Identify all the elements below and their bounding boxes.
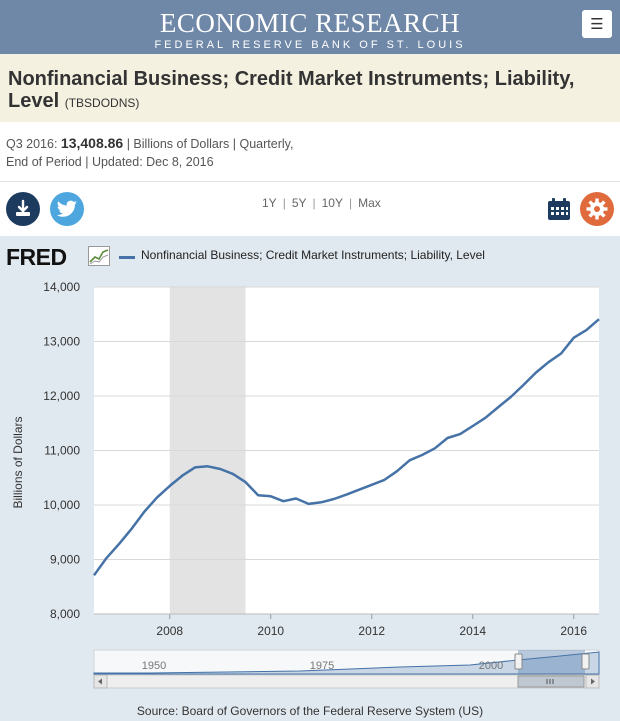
y-tick-label: 9,000 (50, 553, 80, 567)
calendar-button[interactable] (546, 196, 572, 222)
fred-chart-icon (88, 246, 110, 266)
chevron-right-icon (591, 678, 595, 685)
y-tick-label: 12,000 (43, 389, 80, 403)
units-frequency: | Billions of Dollars | Quarterly, (126, 137, 294, 151)
menu-button[interactable]: ☰ (582, 10, 612, 38)
x-tick-label: 2012 (358, 624, 385, 638)
navigator-label: 2000 (479, 660, 503, 672)
download-button[interactable] (6, 192, 40, 226)
latest-value: 13,408.86 (60, 135, 124, 151)
x-tick-label: 2014 (459, 624, 486, 638)
x-tick-label: 2008 (156, 624, 183, 638)
y-axis-label: Billions of Dollars (11, 416, 25, 508)
chevron-left-icon (98, 678, 102, 685)
legend-swatch (119, 256, 135, 259)
divider (0, 181, 620, 182)
scrollbar-thumb[interactable] (517, 675, 585, 688)
updated-date: Dec 8, 2016 (146, 155, 214, 169)
chart-source: Source: Board of Governors of the Federa… (136, 704, 484, 718)
download-icon (16, 199, 30, 216)
navigator-label: 1975 (310, 660, 334, 672)
legend-label: Nonfinancial Business; Credit Market Ins… (141, 248, 485, 262)
site-subtitle: FEDERAL RESERVE BANK OF ST. LOUIS (154, 39, 466, 51)
navigator-handle[interactable] (514, 653, 523, 670)
series-title-block: Nonfinancial Business; Credit Market Ins… (8, 68, 608, 114)
y-tick-label: 14,000 (43, 280, 80, 294)
site-title[interactable]: ECONOMIC RESEARCH (159, 8, 461, 38)
range-max[interactable]: Max (358, 196, 381, 210)
date-range-selector: 1Y | 5Y | 10Y | Max (262, 196, 381, 210)
x-tick-label: 2010 (257, 624, 284, 638)
navigator-selection (518, 650, 585, 674)
series-line (92, 318, 600, 577)
x-tick-label: 2016 (560, 624, 587, 638)
hamburger-icon: ☰ (590, 15, 604, 33)
series-id: (TBSDODNS) (64, 96, 140, 110)
series-title: Nonfinancial Business; Credit Market Ins… (8, 68, 575, 112)
navigator-handle[interactable] (581, 653, 590, 670)
calendar-icon (548, 198, 570, 220)
gear-icon (586, 198, 608, 220)
fred-logo: FRED (6, 244, 67, 270)
twitter-share-button[interactable] (50, 192, 84, 226)
series-meta: Q3 2016: 13,408.86 | Billions of Dollars… (6, 134, 346, 171)
y-tick-label: 8,000 (50, 607, 80, 621)
y-tick-label: 10,000 (43, 498, 80, 512)
updated-label: End of Period | Updated: (6, 155, 143, 169)
y-tick-label: 11,000 (44, 444, 80, 458)
range-1y[interactable]: 1Y (262, 196, 277, 210)
period-label: Q3 2016: (6, 137, 58, 151)
twitter-icon (56, 200, 78, 217)
navigator-label: 1950 (142, 660, 166, 672)
y-tick-label: 13,000 (43, 335, 80, 349)
title-band (0, 54, 620, 122)
range-10y[interactable]: 10Y (321, 196, 343, 210)
site-header (0, 0, 620, 54)
settings-button[interactable] (580, 192, 614, 226)
range-5y[interactable]: 5Y (291, 196, 307, 210)
